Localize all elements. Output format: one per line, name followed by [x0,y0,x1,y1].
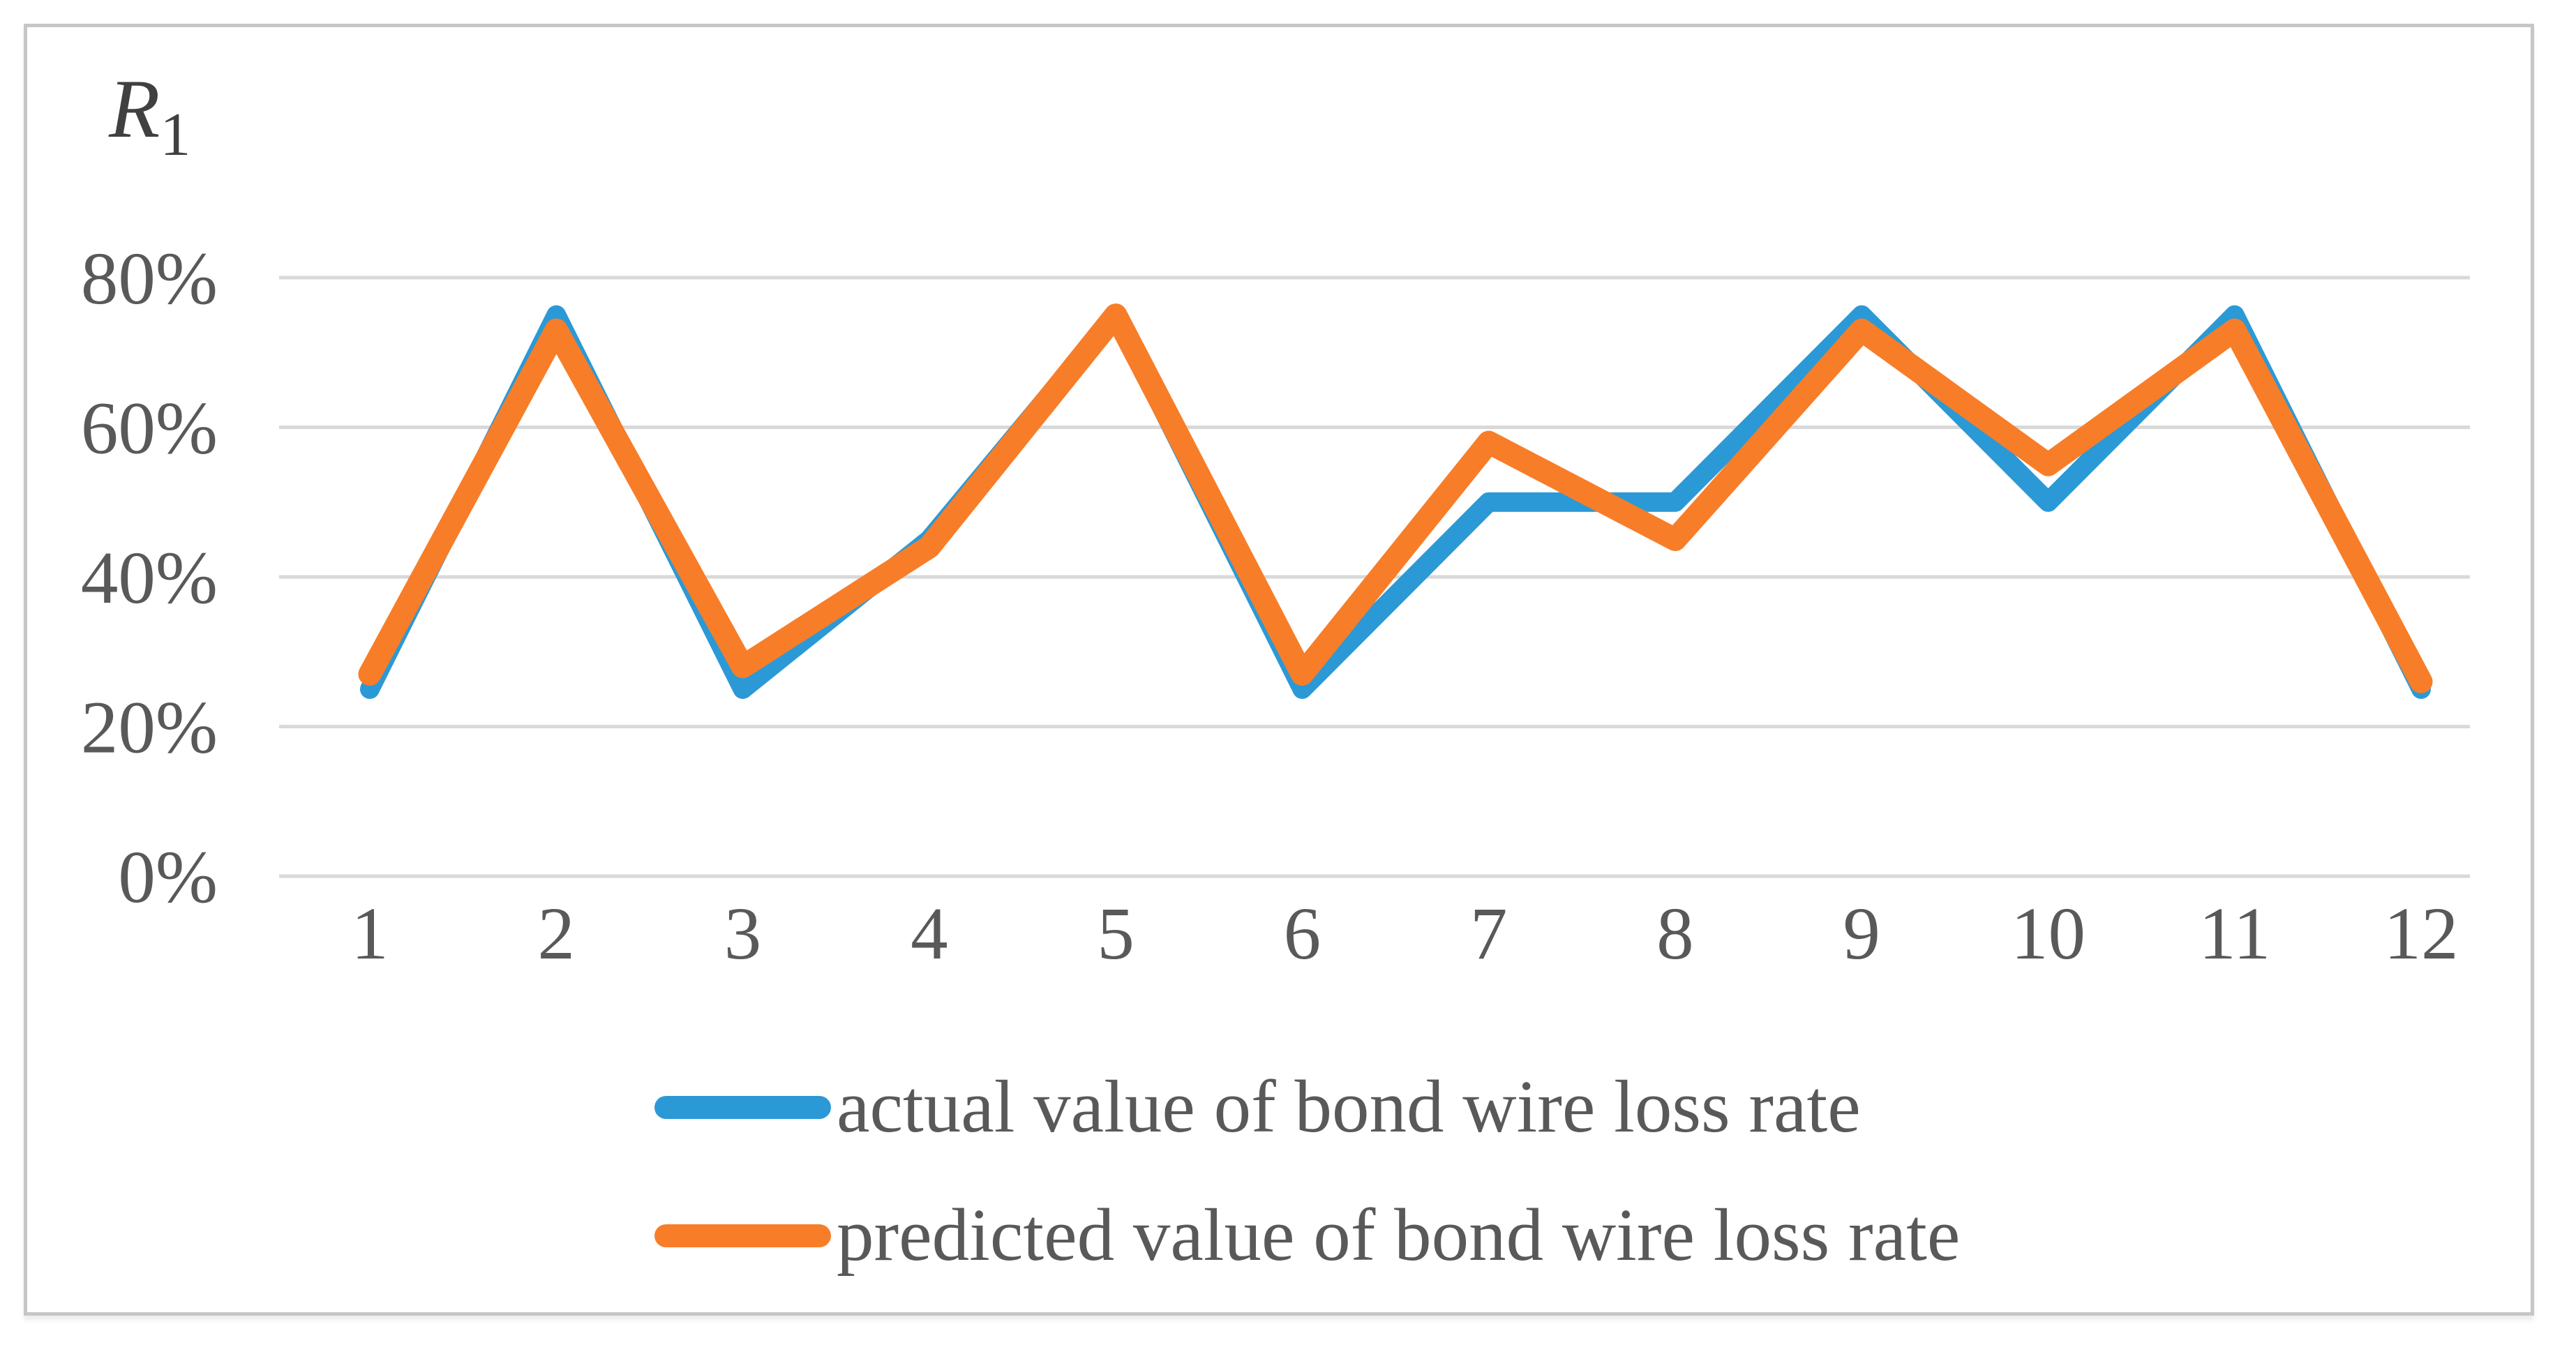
y-axis-title: R1 [108,62,190,169]
y-tick-label: 20% [81,687,218,769]
x-tick-label: 11 [2199,893,2270,975]
legend-label-predicted: predicted value of bond wire loss rate [837,1194,1961,1277]
series-line-predicted [358,303,2433,693]
x-tick-label: 4 [911,893,948,975]
x-tick-label: 12 [2383,893,2458,975]
legend-item-actual: actual value of bond wire loss rate [654,1055,1960,1159]
figure-border [24,24,2534,1316]
y-tick-label: 80% [81,238,218,320]
x-tick-label: 8 [1656,893,1694,975]
y-tick-label: 0% [118,836,218,919]
x-tick-label: 1 [351,893,389,975]
legend-swatch-actual-icon [654,1095,831,1119]
x-tick-label: 9 [1843,893,1880,975]
series-line-actual [360,305,2431,699]
chart-legend: actual value of bond wire loss rate pred… [654,1055,1960,1288]
x-tick-label: 7 [1470,893,1508,975]
x-tick-label: 6 [1284,893,1321,975]
x-tick-label: 3 [724,893,762,975]
x-tick-label: 5 [1097,893,1135,975]
legend-item-predicted: predicted value of bond wire loss rate [654,1183,1960,1288]
y-tick-label: 40% [81,537,218,619]
legend-swatch-predicted-icon [654,1224,831,1247]
x-tick-label: 2 [538,893,576,975]
y-tick-label: 60% [81,388,218,470]
x-tick-label: 10 [2011,893,2085,975]
legend-label-actual: actual value of bond wire loss rate [837,1065,1861,1148]
